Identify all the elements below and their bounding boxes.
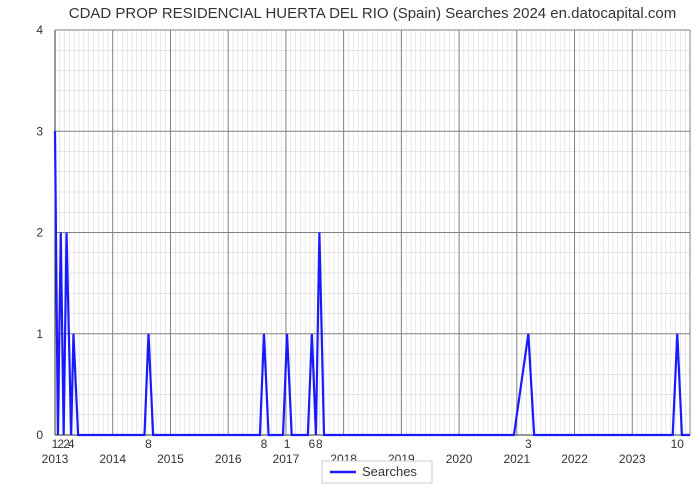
x-tick-label: 2013: [42, 452, 69, 466]
x-tick-label: 2017: [273, 452, 300, 466]
y-tick-label: 1: [36, 327, 43, 341]
x-tick-label: 2014: [99, 452, 126, 466]
x-tick-label: 2023: [619, 452, 646, 466]
spike-label: 8: [261, 437, 268, 451]
spike-label: 4: [68, 437, 75, 451]
x-tick-label: 2020: [446, 452, 473, 466]
line-chart: CDAD PROP RESIDENCIAL HUERTA DEL RIO (Sp…: [0, 0, 700, 500]
spike-label: 8: [145, 437, 152, 451]
spike-label: 6: [309, 437, 316, 451]
spike-label: 10: [671, 437, 685, 451]
chart-title: CDAD PROP RESIDENCIAL HUERTA DEL RIO (Sp…: [69, 5, 676, 22]
x-tick-label: 2016: [215, 452, 242, 466]
spike-label: 3: [525, 437, 532, 451]
y-tick-label: 2: [36, 226, 43, 240]
x-tick-label: 2022: [561, 452, 588, 466]
spike-label: 1: [284, 437, 291, 451]
y-tick-label: 3: [36, 124, 43, 138]
legend-label: Searches: [362, 464, 417, 479]
y-tick-label: 0: [36, 428, 43, 442]
chart-container: CDAD PROP RESIDENCIAL HUERTA DEL RIO (Sp…: [0, 0, 700, 500]
x-tick-label: 2015: [157, 452, 184, 466]
x-tick-label: 2021: [503, 452, 530, 466]
y-tick-label: 4: [36, 23, 43, 37]
spike-label: 8: [316, 437, 323, 451]
